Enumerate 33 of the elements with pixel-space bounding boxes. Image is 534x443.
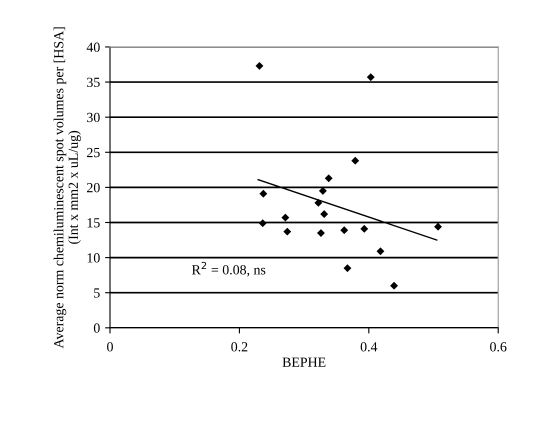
y-tick-label: 10	[88, 253, 100, 263]
y-tick-label: 25	[87, 148, 100, 158]
point	[258, 219, 267, 228]
point	[317, 229, 325, 237]
y-tick-label: 20	[87, 182, 100, 192]
x-tick-label: 0.4	[360, 342, 378, 352]
y-tick-label: 15	[88, 218, 100, 228]
y-tick-label: 30	[87, 112, 100, 122]
point	[256, 62, 264, 70]
annotation: R$^{2}$ = 0.08, ns	[192, 262, 266, 276]
point	[259, 190, 268, 198]
x-tick-label: 0	[107, 342, 113, 352]
point	[283, 228, 292, 236]
point	[434, 222, 442, 231]
y-axis-title: Average norm chemiluminescent spot volumes per [HSA] (Int x mm2 x uL/ug)	[54, 27, 81, 348]
x-axis-title: BEPHE	[282, 358, 326, 367]
y-tick-label: 40	[86, 42, 100, 52]
point	[324, 174, 333, 182]
point	[351, 156, 360, 165]
x-tick-label: 0.2	[231, 342, 248, 352]
point	[366, 73, 375, 82]
point	[390, 282, 398, 290]
point	[344, 264, 352, 272]
point	[360, 224, 368, 233]
point	[281, 214, 290, 222]
y-tick-label: 5	[94, 288, 100, 298]
x-tick-label: 0.6	[490, 342, 506, 352]
point	[320, 210, 328, 218]
y-tick-label: 35	[87, 78, 100, 88]
point	[314, 198, 322, 207]
point	[376, 247, 384, 256]
point	[340, 226, 348, 234]
y-tick-label: 0	[94, 323, 100, 333]
